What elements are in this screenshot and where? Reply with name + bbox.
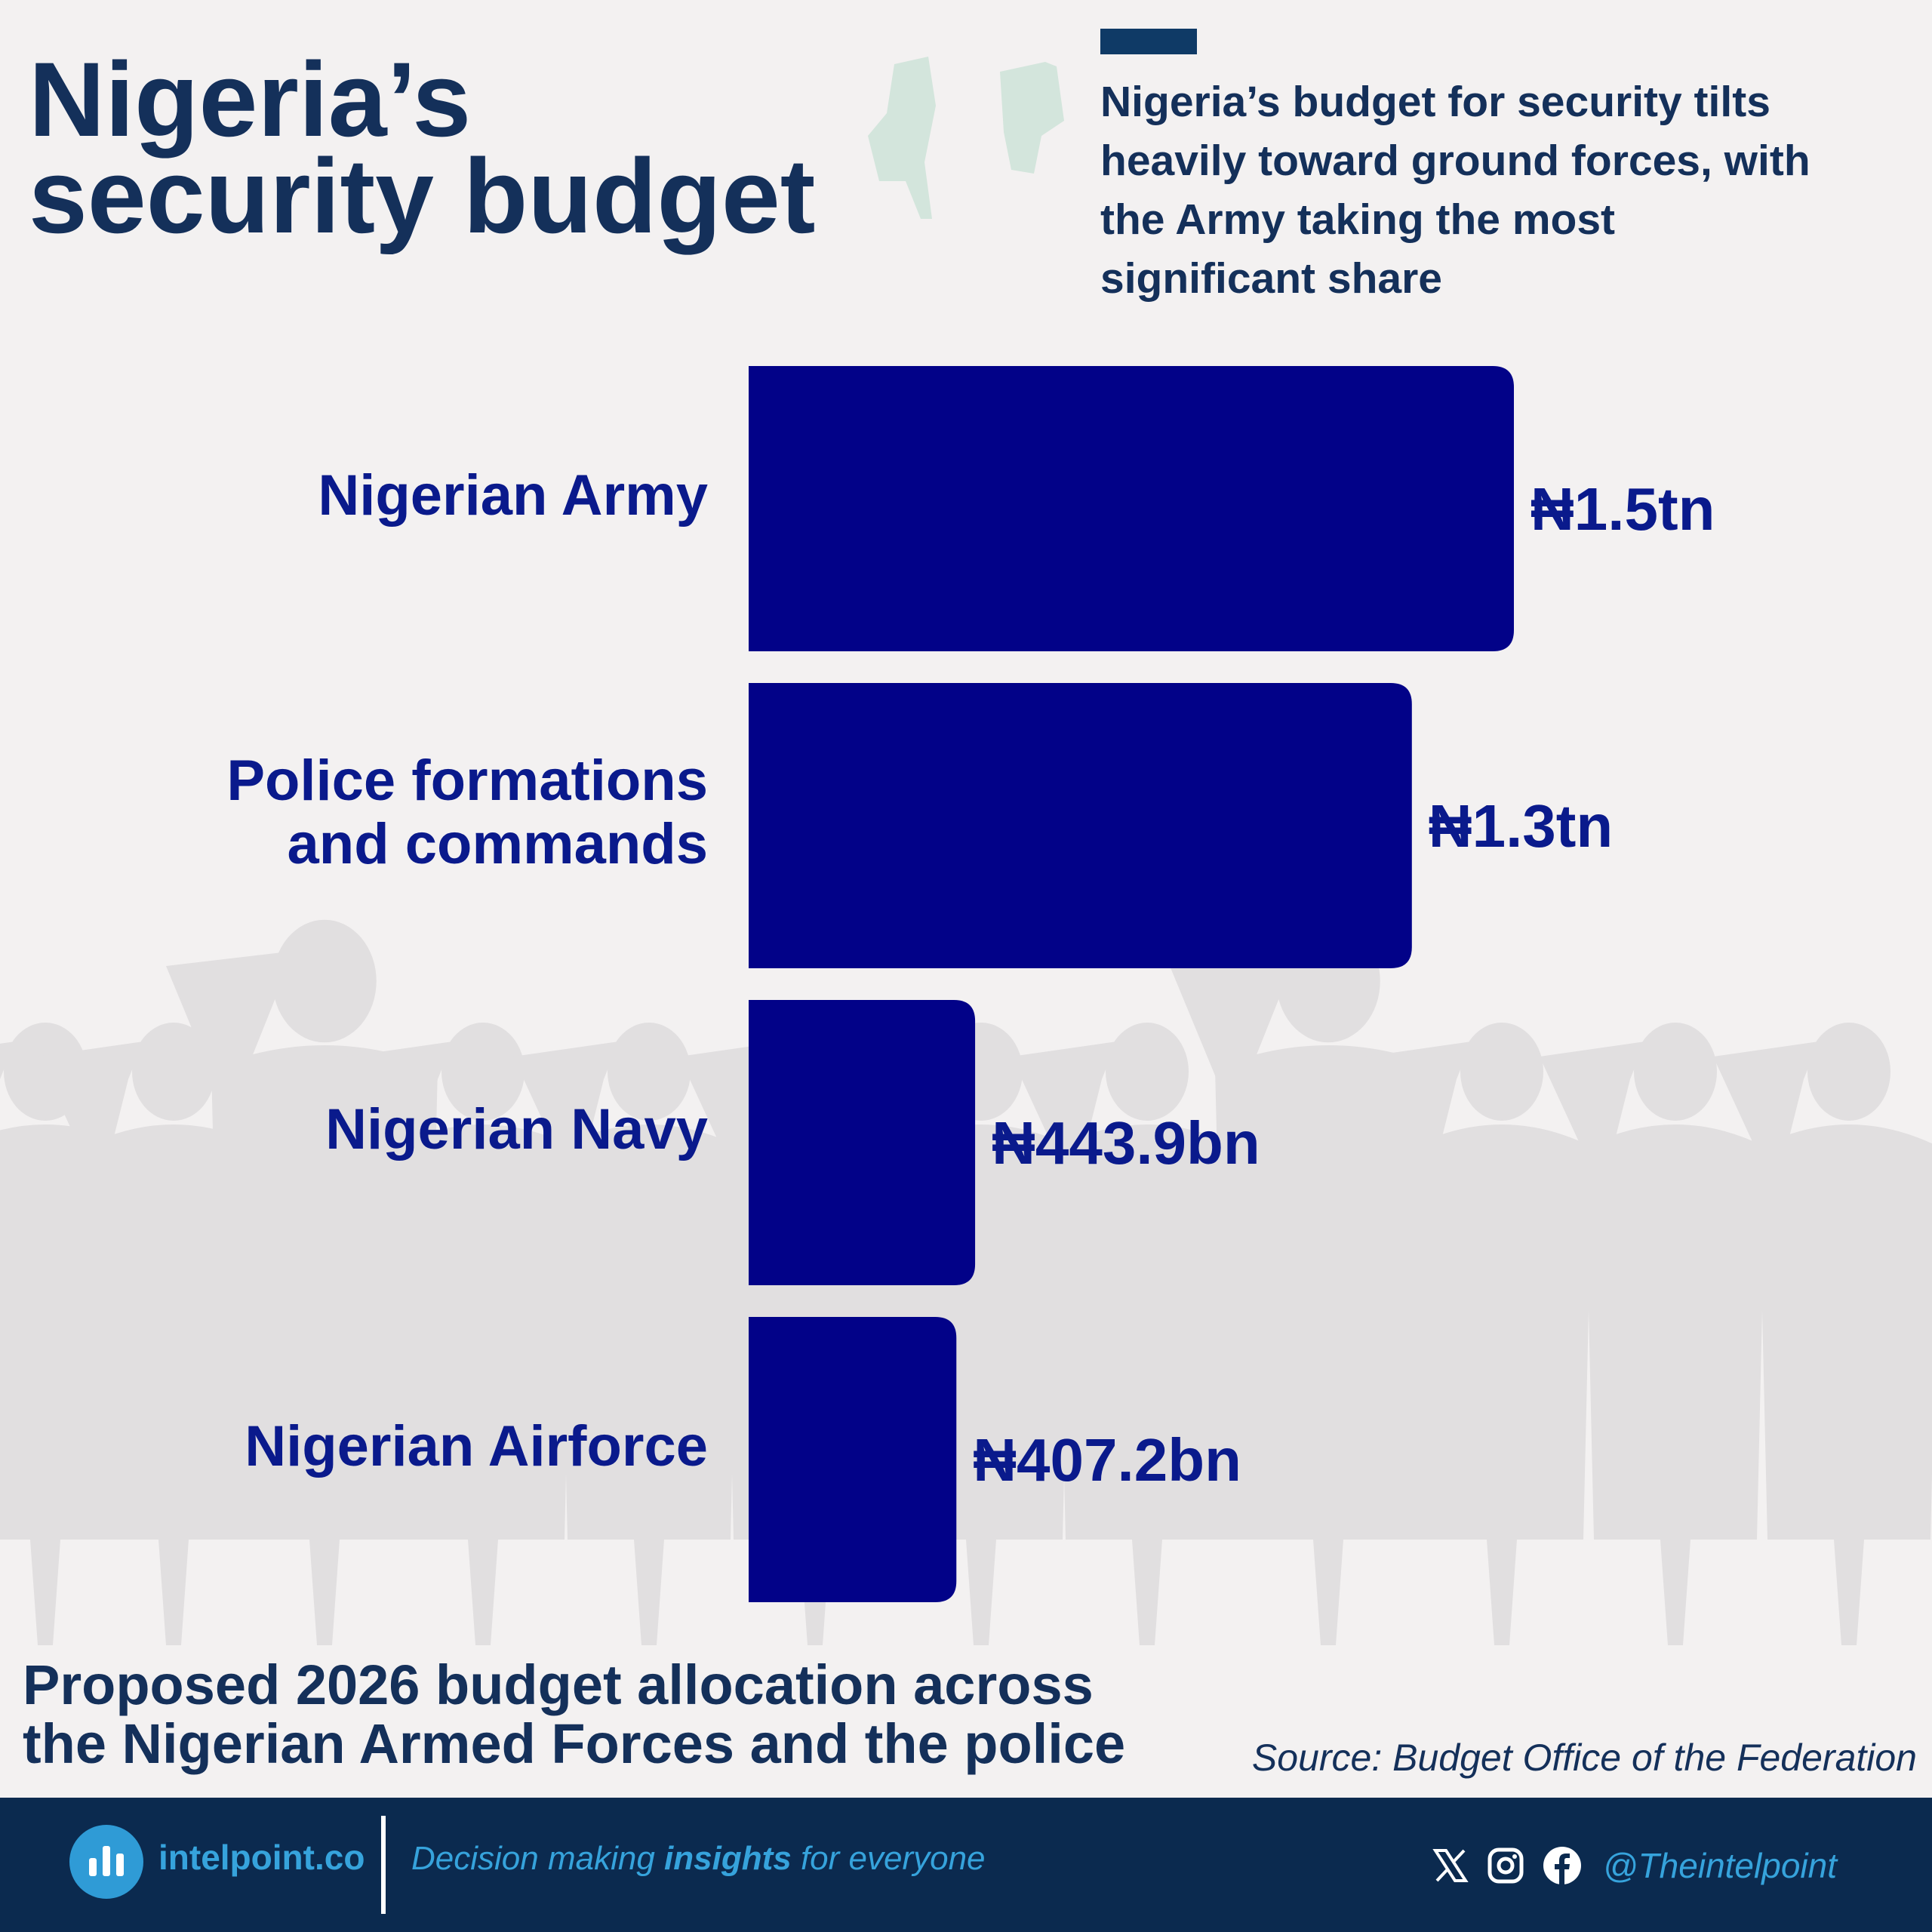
category-label-line: and commands bbox=[288, 812, 708, 876]
title-line-2: security budget bbox=[29, 137, 816, 255]
subtitle-line-1: Nigeria’s budget for security tilts bbox=[1100, 78, 1770, 126]
category-label-line: Nigerian Airforce bbox=[245, 1414, 708, 1478]
subtitle-line-3: the Army taking the most bbox=[1100, 195, 1615, 244]
caption-line-2: the Nigerian Armed Forces and the police bbox=[23, 1712, 1126, 1775]
brand-link[interactable]: intelpoint.co bbox=[158, 1838, 365, 1877]
category-label-line: Police formations bbox=[226, 749, 708, 813]
chart-caption: Proposed 2026 budget allocation across t… bbox=[23, 1656, 1230, 1774]
x-icon[interactable] bbox=[1432, 1847, 1469, 1884]
bar-0 bbox=[749, 366, 1514, 651]
subtitle-line-2: heavily toward ground forces, with bbox=[1100, 137, 1810, 185]
footer-divider bbox=[381, 1816, 386, 1914]
value-label-1: ₦1.3tn bbox=[1429, 792, 1614, 860]
page-title: Nigeria’s security budget bbox=[29, 40, 889, 255]
category-label-0: Nigerian Army bbox=[318, 463, 708, 528]
facebook-icon[interactable] bbox=[1543, 1846, 1582, 1885]
footer: intelpoint.co Decision making insights f… bbox=[0, 1798, 1932, 1932]
nigeria-map-shape bbox=[868, 57, 1064, 219]
subtitle: Nigeria’s budget for security tilts heav… bbox=[1100, 72, 1908, 308]
tagline: Decision making insights for everyone bbox=[411, 1840, 986, 1878]
social-handle[interactable]: @Theintelpoint bbox=[1602, 1846, 1837, 1885]
category-label-3: Nigerian Airforce bbox=[245, 1414, 708, 1478]
title-line-1: Nigeria’s bbox=[29, 40, 472, 158]
category-label-2: Nigerian Navy bbox=[325, 1097, 708, 1161]
caption-line-1: Proposed 2026 budget allocation across bbox=[23, 1654, 1094, 1716]
instagram-icon[interactable] bbox=[1487, 1847, 1524, 1884]
tagline-text: Decision making bbox=[411, 1840, 665, 1877]
value-label-0: ₦1.5tn bbox=[1531, 475, 1715, 543]
value-label-3: ₦407.2bn bbox=[973, 1426, 1241, 1494]
accent-bar bbox=[1100, 29, 1197, 54]
category-label-line: Nigerian Navy bbox=[325, 1097, 708, 1161]
social-links: @Theintelpoint bbox=[1432, 1828, 1837, 1903]
tagline-bold: insights bbox=[664, 1840, 792, 1877]
category-label-1: Police formations and commands bbox=[226, 749, 708, 876]
subtitle-line-4: significant share bbox=[1100, 254, 1442, 303]
soldier-silhouettes bbox=[0, 919, 1932, 1645]
value-label-2: ₦443.9bn bbox=[992, 1109, 1260, 1177]
bar-2 bbox=[749, 1000, 976, 1285]
tagline-text-end: for everyone bbox=[791, 1840, 986, 1877]
bar-3 bbox=[749, 1317, 957, 1602]
intelpoint-logo-icon[interactable] bbox=[69, 1825, 143, 1899]
category-label-line: Nigerian Army bbox=[318, 463, 708, 528]
bar-1 bbox=[749, 683, 1412, 968]
source-note: Source: Budget Office of the Federation bbox=[1251, 1737, 1917, 1779]
